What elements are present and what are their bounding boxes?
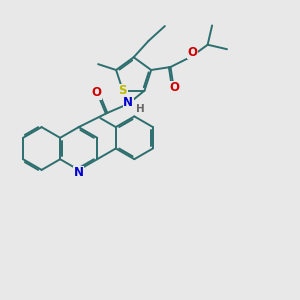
Text: S: S — [118, 84, 127, 97]
Text: N: N — [123, 96, 133, 109]
Text: O: O — [91, 86, 101, 99]
Text: O: O — [188, 46, 198, 59]
Text: O: O — [169, 81, 179, 94]
Text: H: H — [136, 104, 145, 114]
Text: N: N — [74, 167, 84, 179]
